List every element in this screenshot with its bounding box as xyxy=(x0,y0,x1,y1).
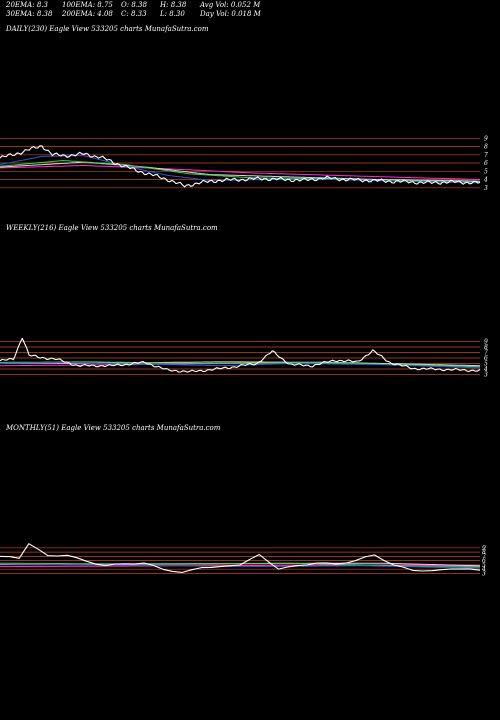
header-open: O: 8.38 xyxy=(121,1,147,9)
monthly-y-tick-label: 7 xyxy=(482,553,486,560)
daily-y-tick-label: 8 xyxy=(484,144,488,151)
header-ema30: 30EMA: 8.38 xyxy=(6,10,53,18)
weekly-price-line xyxy=(0,337,481,373)
daily-y-tick-label: 4 xyxy=(483,177,488,184)
monthly-y-tick-label: 4 xyxy=(481,566,486,573)
weekly-y-tick-label: 3 xyxy=(484,372,488,379)
header-ema100: 100EMA: 8.75 xyxy=(62,1,113,9)
weekly-y-tick-label: 5 xyxy=(484,361,488,368)
weekly-y-tick-label: 9 xyxy=(484,339,488,346)
daily-y-tick-label: 5 xyxy=(484,168,488,175)
daily-y-tick-label: 7 xyxy=(484,152,488,159)
header-high: H: 8.38 xyxy=(160,1,187,9)
monthly-price-line xyxy=(0,543,481,573)
weekly-y-tick-label: 4 xyxy=(483,366,488,373)
daily-ema-blue-line xyxy=(0,155,480,184)
weekly-y-tick-label: 7 xyxy=(484,350,488,357)
daily-price-line xyxy=(0,145,481,188)
header-day-vol: Day Vol: 0.018 M xyxy=(200,10,261,18)
header-ema20: 20EMA: 8.3 xyxy=(6,1,48,9)
header-low: L: 8.30 xyxy=(160,10,185,18)
daily-y-tick-label: 6 xyxy=(484,160,488,167)
daily-ema-magenta-line xyxy=(0,165,481,180)
weekly-panel-title: WEEKLY(216) Eagle View 533205 charts Mun… xyxy=(6,224,218,232)
daily-ema-white-line xyxy=(0,161,481,182)
monthly-y-tick-label: 5 xyxy=(482,562,486,569)
header-ema200: 200EMA: 4.08 xyxy=(62,10,113,18)
monthly-y-tick-label: 3 xyxy=(482,571,486,578)
daily-panel-title: DAILY(230) Eagle View 533205 charts Muna… xyxy=(6,25,209,33)
header-avg-vol: Avg Vol: 0.052 M xyxy=(200,1,261,9)
daily-y-tick-label: 3 xyxy=(484,185,488,192)
monthly-panel-title: MONTHLY(51) Eagle View 533205 charts Mun… xyxy=(6,424,221,432)
monthly-y-tick-label: 6 xyxy=(482,558,486,565)
header-close: C: 8.33 xyxy=(121,10,147,18)
monthly-ema-magenta-line xyxy=(0,564,481,568)
daily-y-tick-label: 9 xyxy=(484,135,488,142)
monthly-y-tick-label: 9 xyxy=(482,545,486,552)
weekly-y-tick-label: 6 xyxy=(484,355,488,362)
monthly-y-tick-label: 8 xyxy=(482,549,486,556)
weekly-y-tick-label: 8 xyxy=(484,344,488,351)
